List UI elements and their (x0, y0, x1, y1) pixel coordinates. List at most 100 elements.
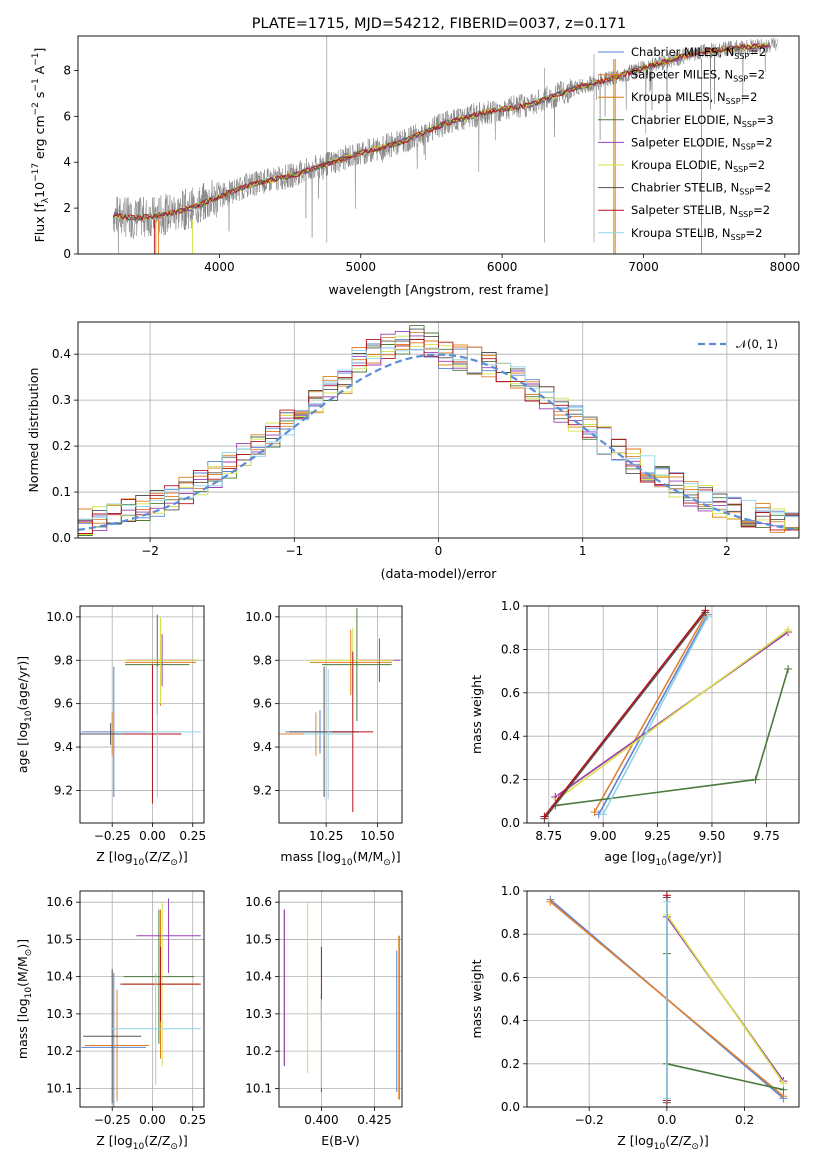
errorbar-area (81, 898, 201, 1107)
histogram-area (78, 325, 799, 536)
errorbar-area (283, 902, 400, 1100)
gaussian-curve (78, 353, 797, 531)
y-tick-label: 9.4 (253, 740, 272, 754)
weight-line-salpeter_miles (593, 614, 707, 813)
y-tick-label: 4 (63, 155, 71, 169)
legend-entry: Salpeter MILES, NSSP=2 (631, 68, 765, 84)
y-tick-label: 0.6 (501, 970, 520, 984)
y-tick-label: 9.8 (54, 653, 73, 667)
y-axis-label: mass [log10(M/M⊙)] (15, 939, 34, 1059)
x-tick-label: 9.25 (644, 829, 671, 843)
weight-line-chabrier_elodie (666, 953, 784, 1091)
y-tick-label: 10.5 (245, 932, 272, 946)
axes-frame (77, 321, 800, 539)
y-tick-label: 2 (63, 201, 71, 215)
panel-age_vs_Z: −0.25 0.00 0.25 9.2 9.4 9.6 9.8 10.0 Z [log10(Z/… (15, 605, 206, 868)
y-tick-label: 0.8 (501, 927, 520, 941)
x-tick-label: 10.25 (309, 829, 343, 843)
y-tick-label: 10.0 (46, 610, 73, 624)
legend-entry: Chabrier STELIB, NSSP=2 (631, 181, 771, 197)
y-axis-label: age [log10(age/yr)] (15, 656, 34, 773)
panel-mass_vs_Z: −0.25 0.00 0.25 10.1 10.2 10.3 10.4 10.5 10.6 Z [… (15, 890, 206, 1152)
y-axis-label: mass weight (469, 959, 484, 1038)
y-tick-label: 1.0 (501, 599, 520, 613)
x-axis-label: Z [log10(Z/Z⊙)] (96, 1133, 187, 1152)
x-tick-label: 0.0 (657, 1113, 676, 1127)
x-axis-label: wavelength [Angstrom, rest frame] (328, 282, 548, 297)
y-tick-label: 10.5 (46, 932, 73, 946)
y-tick-label: 0.1 (52, 485, 71, 499)
legend-entry: Kroupa STELIB, NSSP=2 (631, 226, 762, 242)
x-tick-label: −2 (141, 544, 159, 558)
weight-line-area (540, 606, 793, 823)
weight-line-chabrier_elodie (555, 668, 789, 807)
y-tick-label: 10.4 (46, 970, 73, 984)
weight-line-chabrier_stelib (543, 612, 707, 820)
y-axis-label: Normed distribution (26, 368, 41, 493)
x-tick-label: 1 (579, 544, 587, 558)
weight-line-salpeter_stelib (543, 609, 707, 817)
histogram-kroupa_stelib (78, 347, 799, 520)
y-tick-label: 10.4 (245, 970, 272, 984)
weight-line-kroupa_elodie (666, 914, 785, 1084)
model-spectrum-salpeter_stelib (112, 43, 771, 222)
x-tick-label: −1 (285, 544, 303, 558)
x-tick-label: 9.50 (699, 829, 726, 843)
x-tick-label: 5000 (345, 260, 376, 274)
x-tick-label: 4000 (204, 260, 235, 274)
y-tick-label: 0.4 (501, 1014, 520, 1028)
x-tick-label: 10.50 (360, 829, 394, 843)
y-tick-label: 10.3 (245, 1007, 272, 1021)
axes-frame (77, 35, 800, 255)
panel-mass_weight_vs_Z: −0.2 0.0 0.2 0.0 0.2 0.4 0.6 0.8 1.0 Z [log10(Z/Z… (469, 884, 800, 1152)
legend-entry: Chabrier ELODIE, NSSP=3 (631, 113, 774, 129)
y-tick-label: 0.2 (501, 773, 520, 787)
axes-frame (278, 605, 403, 824)
x-tick-label: −0.2 (575, 1113, 604, 1127)
y-tick-label: 0.4 (501, 729, 520, 743)
x-tick-label: −0.25 (94, 1113, 131, 1127)
y-tick-label: 0.8 (501, 642, 520, 656)
x-tick-label: 9.00 (590, 829, 617, 843)
panel-age_vs_mass: 10.25 10.50 9.2 9.4 9.6 9.8 10.0 mass [log10(M/… (245, 605, 403, 868)
y-tick-label: 10.0 (245, 610, 272, 624)
y-tick-label: 0.4 (52, 347, 71, 361)
axes-frame (79, 890, 205, 1108)
x-axis-label: Z [log10(Z/Z⊙)] (617, 1133, 708, 1152)
y-tick-label: 10.6 (245, 895, 272, 909)
x-axis-label: (data-model)/error (381, 566, 498, 581)
y-tick-label: 0.6 (501, 686, 520, 700)
y-tick-label: 10.3 (46, 1007, 73, 1021)
x-tick-label: 0.00 (139, 829, 166, 843)
y-tick-label: 9.6 (253, 697, 272, 711)
y-tick-label: 0.2 (501, 1057, 520, 1071)
panel-residuals: −2 −1 0 1 2 0.0 0.1 0.2 0.3 0.4 𝒩(0, 1) (data-model… (26, 321, 800, 581)
y-tick-label: 8 (63, 63, 71, 77)
x-tick-label: 0.00 (139, 1113, 166, 1127)
y-tick-label: 0.0 (52, 531, 71, 545)
weight-line-chabrier_miles (598, 614, 709, 815)
weight-line-kroupa_elodie (557, 629, 789, 800)
y-axis-label: mass weight (469, 675, 484, 754)
y-tick-label: 1.0 (501, 884, 520, 898)
x-tick-label: −0.25 (94, 829, 131, 843)
histogram-salpeter_stelib (78, 338, 799, 534)
y-tick-label: 9.8 (253, 653, 272, 667)
y-tick-label: 9.2 (54, 783, 73, 797)
x-tick-label: 0 (435, 544, 443, 558)
x-tick-label: 6000 (487, 260, 518, 274)
x-axis-label: Z [log10(Z/Z⊙)] (96, 849, 187, 868)
x-tick-label: 0.2 (735, 1113, 754, 1127)
x-axis-label: mass [log10(M/M⊙)] (280, 849, 400, 868)
y-tick-label: 0.3 (52, 393, 71, 407)
y-tick-label: 10.1 (46, 1081, 73, 1095)
panel-mass_weight_vs_age: 8.75 9.00 9.25 9.50 9.75 0.0 0.2 0.4 0.6 0.8 1.0 ag… (469, 599, 800, 868)
errorbar-area (279, 608, 400, 813)
x-tick-label: 8.75 (535, 829, 562, 843)
y-tick-label: 10.6 (46, 895, 73, 909)
y-tick-label: 10.2 (46, 1044, 73, 1058)
x-tick-label: 0.25 (179, 829, 206, 843)
x-tick-label: 7000 (628, 260, 659, 274)
panel-mass_vs_EBV: 0.400 0.425 10.1 10.2 10.3 10.4 10.5 10.6 E(B-V) (245, 890, 403, 1148)
